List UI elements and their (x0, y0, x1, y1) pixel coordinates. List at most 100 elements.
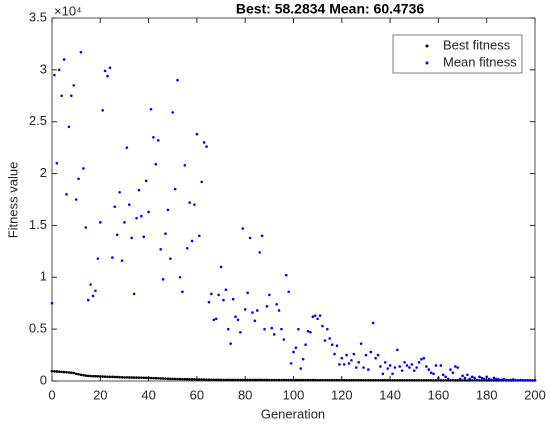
data-point (164, 377, 167, 380)
data-point (347, 378, 351, 382)
data-point (422, 356, 426, 360)
data-point (340, 356, 344, 360)
data-point (451, 371, 455, 375)
data-point (381, 372, 385, 376)
data-point (272, 333, 276, 336)
data-point (439, 379, 443, 382)
data-point (412, 379, 416, 382)
data-point (420, 379, 423, 382)
data-point (57, 68, 61, 72)
data-point (456, 366, 460, 369)
data-point (396, 378, 399, 382)
legend-box (392, 34, 523, 74)
data-point (132, 376, 136, 379)
data-point (70, 371, 73, 375)
data-point (444, 375, 447, 379)
data-point (106, 375, 109, 379)
data-point (195, 378, 199, 381)
data-point (214, 317, 218, 321)
data-point (82, 167, 85, 170)
data-point (441, 373, 445, 377)
data-point (207, 378, 211, 381)
data-point (132, 292, 136, 296)
data-point (140, 214, 143, 218)
data-point (345, 378, 348, 382)
data-point (246, 378, 249, 382)
data-point (263, 327, 266, 331)
data-point (152, 376, 155, 380)
data-point (297, 378, 300, 382)
data-point (289, 378, 293, 382)
data-point (359, 342, 363, 345)
data-point (53, 73, 56, 77)
data-point (492, 379, 496, 382)
x-tick-label: 140 (379, 387, 401, 402)
data-point (405, 364, 409, 367)
data-point (284, 273, 288, 277)
data-point (272, 378, 276, 382)
data-point (287, 378, 290, 382)
data-point (101, 375, 105, 378)
data-point (77, 177, 80, 181)
data-point (222, 378, 225, 382)
data-point (94, 289, 97, 293)
x-axis-label: Generation (261, 406, 325, 421)
data-point (485, 375, 489, 379)
x-tick-label: 180 (476, 387, 498, 402)
data-point (173, 187, 177, 191)
data-point (468, 377, 472, 381)
data-point (304, 378, 307, 382)
data-point (84, 226, 88, 229)
data-point (415, 366, 418, 369)
data-point (318, 378, 322, 382)
data-point (169, 377, 172, 381)
data-point (67, 371, 71, 374)
data-point (480, 376, 484, 380)
data-point (280, 327, 283, 331)
data-point (425, 365, 428, 368)
data-point (62, 58, 66, 61)
data-point (166, 377, 170, 381)
data-point (309, 330, 312, 334)
data-point (125, 376, 129, 379)
data-point (352, 378, 356, 382)
data-point (388, 378, 392, 382)
data-point (142, 235, 146, 239)
data-point (164, 232, 167, 236)
data-point (258, 378, 261, 382)
data-point (224, 288, 228, 292)
data-point (120, 375, 124, 379)
data-point (268, 293, 271, 297)
data-point (516, 378, 520, 382)
data-point (354, 366, 358, 369)
data-point (202, 378, 206, 381)
data-point (154, 376, 158, 380)
data-point (275, 302, 278, 306)
data-point (255, 378, 259, 382)
data-point (144, 376, 148, 380)
data-point (400, 378, 404, 382)
data-point (265, 378, 269, 382)
data-point (458, 377, 462, 381)
data-point (241, 227, 245, 230)
data-point (188, 377, 191, 381)
data-point (306, 329, 310, 333)
data-point (497, 378, 501, 381)
data-point (86, 374, 90, 378)
data-point (106, 74, 109, 78)
data-point (149, 107, 153, 111)
data-point (316, 317, 319, 321)
data-point (144, 179, 148, 183)
data-point (99, 375, 102, 378)
data-point (391, 372, 394, 376)
data-point (217, 293, 220, 297)
data-point (161, 278, 165, 281)
data-point (82, 373, 85, 377)
data-point (371, 321, 375, 325)
data-point (207, 300, 211, 304)
data-point (376, 353, 380, 357)
data-point (275, 378, 278, 382)
data-point (362, 366, 365, 369)
data-point (369, 378, 373, 382)
